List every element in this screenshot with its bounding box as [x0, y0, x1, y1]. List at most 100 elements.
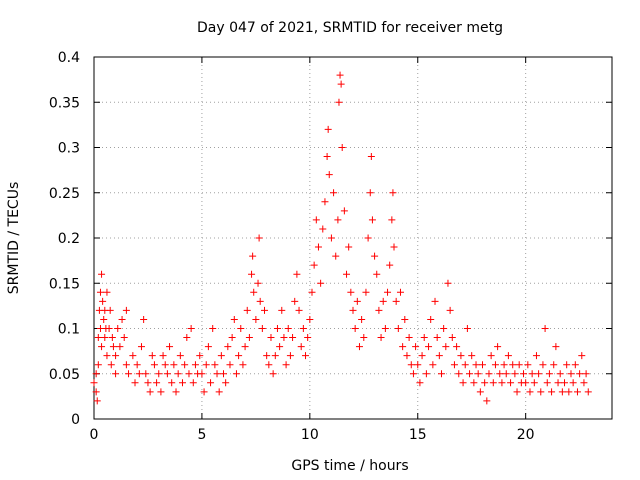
data-point [109, 343, 117, 351]
data-point [325, 171, 333, 179]
data-point [489, 379, 497, 387]
data-point [93, 397, 101, 405]
data-point [146, 388, 154, 396]
data-point [545, 370, 553, 378]
data-point [204, 343, 212, 351]
data-point [174, 370, 182, 378]
data-point [472, 361, 480, 369]
data-point [381, 325, 389, 332]
data-point [422, 370, 430, 378]
data-point [403, 352, 411, 360]
data-point [532, 352, 540, 360]
data-point [504, 352, 512, 360]
data-point [405, 334, 413, 342]
data-point [371, 252, 379, 260]
data-point [394, 325, 402, 332]
data-point [349, 306, 357, 314]
data-point [340, 207, 348, 215]
data-point [420, 334, 428, 342]
data-point [317, 279, 325, 287]
data-point [140, 315, 148, 323]
data-point [537, 388, 545, 396]
data-point [155, 370, 163, 378]
data-point [178, 379, 186, 387]
data-point [98, 270, 106, 278]
data-point [377, 334, 385, 342]
data-point [295, 306, 303, 314]
data-point [94, 361, 102, 369]
data-point [228, 334, 236, 342]
data-point [107, 361, 115, 369]
data-point [181, 361, 189, 369]
data-point [103, 288, 111, 296]
data-point [347, 288, 355, 296]
data-point [511, 370, 519, 378]
data-point [429, 361, 437, 369]
data-point [552, 343, 560, 351]
data-point [455, 370, 463, 378]
data-point [390, 243, 398, 251]
data-point [170, 361, 178, 369]
data-point [293, 270, 301, 278]
data-point [407, 361, 415, 369]
data-point [280, 334, 288, 342]
data-point [235, 352, 243, 360]
data-point [543, 379, 551, 387]
data-point [306, 315, 314, 323]
data-point [468, 352, 476, 360]
data-point [135, 370, 143, 378]
data-point [386, 261, 394, 269]
data-point [237, 325, 245, 332]
data-point [573, 388, 581, 396]
axis-ticks: 0 5 10 15 20 0 0.05 0.1 0.15 0.2 0.25 0.3 0.35 0.4 [49, 50, 612, 443]
data-point [567, 370, 575, 378]
data-point [498, 379, 506, 387]
data-point [548, 388, 556, 396]
data-point [522, 379, 530, 387]
data-point [507, 379, 515, 387]
data-point [433, 334, 441, 342]
data-point [442, 343, 450, 351]
data-point [226, 361, 234, 369]
data-point [255, 234, 263, 242]
data-point [122, 306, 130, 314]
data-point [148, 352, 156, 360]
data-point [399, 343, 407, 351]
data-point [278, 306, 286, 314]
data-point [502, 370, 510, 378]
data-point [396, 288, 404, 296]
data-point [448, 334, 456, 342]
y-tick-label: 0.4 [58, 50, 80, 66]
data-point [269, 370, 277, 378]
data-point [245, 334, 253, 342]
data-point [252, 315, 260, 323]
data-point [353, 297, 361, 305]
data-point [157, 388, 165, 396]
y-tick-label: 0 [71, 412, 80, 428]
data-point [479, 361, 486, 369]
data-point [427, 315, 435, 323]
data-point [105, 325, 113, 332]
data-point [248, 270, 256, 278]
data-point [414, 361, 422, 369]
data-point [494, 343, 502, 351]
data-point [496, 370, 504, 378]
data-point [337, 80, 345, 88]
data-point [314, 243, 322, 251]
data-point [92, 370, 100, 378]
data-point [418, 352, 426, 360]
data-point [558, 388, 566, 396]
data-point [561, 379, 569, 387]
data-point [580, 379, 588, 387]
data-point [224, 343, 232, 351]
data-point [323, 153, 331, 161]
data-point [541, 325, 549, 332]
data-point [324, 125, 332, 133]
data-point [351, 325, 359, 332]
data-point [384, 288, 392, 296]
data-point [122, 361, 130, 369]
data-point [367, 153, 375, 161]
data-point [343, 270, 351, 278]
data-point [217, 352, 225, 360]
